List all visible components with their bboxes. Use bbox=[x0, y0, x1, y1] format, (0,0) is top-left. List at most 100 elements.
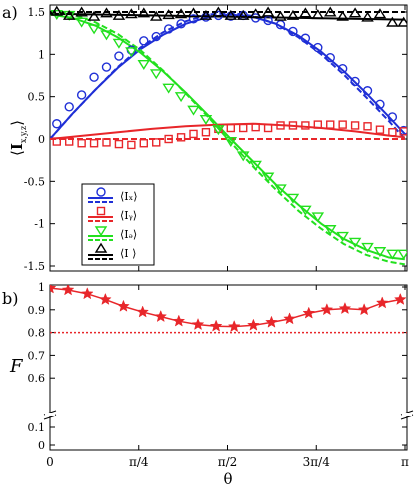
marker-star bbox=[209, 319, 223, 332]
marker-triangle-down bbox=[361, 242, 374, 253]
marker-triangle-down bbox=[311, 212, 325, 223]
marker-triangle-up bbox=[336, 10, 349, 21]
marker-circle bbox=[350, 76, 360, 87]
marker-triangle-down bbox=[286, 193, 300, 204]
marker-triangle-down bbox=[112, 38, 126, 49]
legend-box bbox=[81, 183, 155, 266]
marker-triangle-up bbox=[397, 16, 407, 27]
marker-star bbox=[265, 315, 278, 328]
marker-star bbox=[247, 318, 260, 331]
marker-square bbox=[89, 139, 99, 148]
marker-star bbox=[320, 303, 334, 316]
marker-triangle-down bbox=[75, 17, 88, 28]
marker-star bbox=[172, 314, 186, 327]
panel-b-ticks: 1 0.9 0.8 0.7 0.6 0.1 0 bbox=[28, 281, 407, 452]
marker-triangle-up bbox=[386, 16, 399, 27]
marker-square bbox=[164, 134, 173, 144]
panel-a-plot bbox=[50, 5, 407, 266]
marker-square bbox=[65, 137, 74, 146]
marker-triangle-down bbox=[149, 69, 163, 80]
y-tick-label-a: -1.5 bbox=[24, 260, 45, 273]
y-tick-label-b: 0.7 bbox=[28, 349, 46, 362]
marker-square bbox=[350, 121, 360, 130]
marker-star bbox=[375, 296, 389, 309]
marker-square bbox=[388, 128, 397, 137]
marker-star bbox=[80, 287, 94, 300]
y-tick-label-b: 0.9 bbox=[28, 304, 46, 317]
marker-triangle-up bbox=[274, 10, 287, 21]
panel-b-frame bbox=[49, 284, 408, 451]
y-tick-label-b: 0 bbox=[38, 439, 45, 452]
marker-star bbox=[283, 312, 296, 325]
marker-circle bbox=[288, 26, 298, 37]
marker-square bbox=[52, 137, 61, 146]
marker-square bbox=[239, 123, 248, 133]
y-tick-label-a: 0.5 bbox=[28, 91, 46, 104]
marker-star bbox=[338, 301, 352, 315]
marker-triangle-up bbox=[373, 8, 387, 19]
marker-circle bbox=[188, 14, 199, 24]
marker-square bbox=[139, 139, 148, 148]
marker-circle bbox=[325, 53, 335, 63]
marker-star bbox=[117, 299, 130, 312]
marker-square bbox=[77, 139, 86, 148]
marker-triangle-up bbox=[100, 7, 113, 18]
marker-circle bbox=[375, 99, 385, 109]
svg-text:⟨Ix,y,z⟩: ⟨Ix,y,z⟩ bbox=[8, 120, 28, 156]
marker-triangle-up bbox=[323, 6, 337, 17]
axis-break-marks bbox=[43, 410, 414, 420]
marker-triangle-down bbox=[187, 105, 200, 116]
legend-label-y: ⟨Iᵧ⟩ bbox=[120, 209, 137, 222]
marker-triangle-down bbox=[274, 184, 287, 195]
legend-label-z: ⟨Iₔ⟩ bbox=[120, 228, 137, 241]
marker-circle bbox=[64, 102, 74, 112]
marker-square bbox=[251, 122, 260, 132]
marker-square bbox=[102, 138, 111, 147]
marker-square bbox=[226, 123, 235, 133]
marker-circle bbox=[101, 62, 112, 72]
y-tick-label-a: -1 bbox=[34, 218, 45, 231]
marker-star bbox=[154, 309, 168, 323]
marker-triangle-down bbox=[174, 92, 188, 103]
marker-square bbox=[127, 140, 136, 150]
y-tick-label-a: 1 bbox=[38, 48, 45, 61]
y-tick-label-b: 0.6 bbox=[28, 372, 46, 385]
marker-triangle-down bbox=[323, 225, 337, 236]
marker-circle bbox=[163, 24, 174, 34]
marker-star bbox=[61, 285, 75, 296]
marker-star bbox=[191, 317, 205, 331]
marker-triangle-up bbox=[199, 9, 213, 20]
marker-triangle-down bbox=[137, 59, 151, 70]
y-tick-label-a: 0 bbox=[38, 133, 45, 146]
x-ticks: 0 π/4 π/2 3π/4 π bbox=[46, 5, 409, 469]
marker-triangle-up bbox=[212, 6, 225, 17]
marker-triangle-down bbox=[94, 226, 108, 237]
marker-star bbox=[50, 285, 57, 294]
marker-triangle-down bbox=[299, 205, 312, 216]
marker-triangle-up bbox=[249, 8, 262, 19]
series-x-dashed-line bbox=[50, 11, 406, 140]
panel-b-label: b) bbox=[2, 289, 18, 308]
marker-triangle-down bbox=[348, 237, 362, 248]
marker-square bbox=[288, 121, 298, 130]
y-tick-label-b: 1 bbox=[38, 281, 45, 294]
marker-triangle-down bbox=[397, 249, 407, 260]
marker-circle bbox=[151, 31, 161, 42]
marker-triangle-down bbox=[87, 24, 101, 35]
marker-triangle-down bbox=[212, 125, 225, 136]
marker-triangle-down bbox=[386, 249, 399, 260]
marker-square bbox=[189, 129, 198, 139]
marker-square bbox=[201, 128, 211, 137]
marker-triangle-up bbox=[112, 9, 126, 20]
legend-label-total: ⟨I ⟩ bbox=[120, 247, 136, 260]
marker-triangle-up bbox=[236, 9, 250, 20]
marker-square bbox=[375, 125, 385, 134]
panel-a-label: a) bbox=[2, 3, 18, 22]
x-tick-label: 0 bbox=[46, 455, 54, 469]
marker-circle bbox=[313, 42, 323, 53]
x-tick-label: π/4 bbox=[129, 455, 149, 469]
marker-triangle-up bbox=[311, 9, 325, 20]
marker-circle bbox=[89, 72, 99, 82]
marker-triangle-down bbox=[236, 151, 250, 162]
